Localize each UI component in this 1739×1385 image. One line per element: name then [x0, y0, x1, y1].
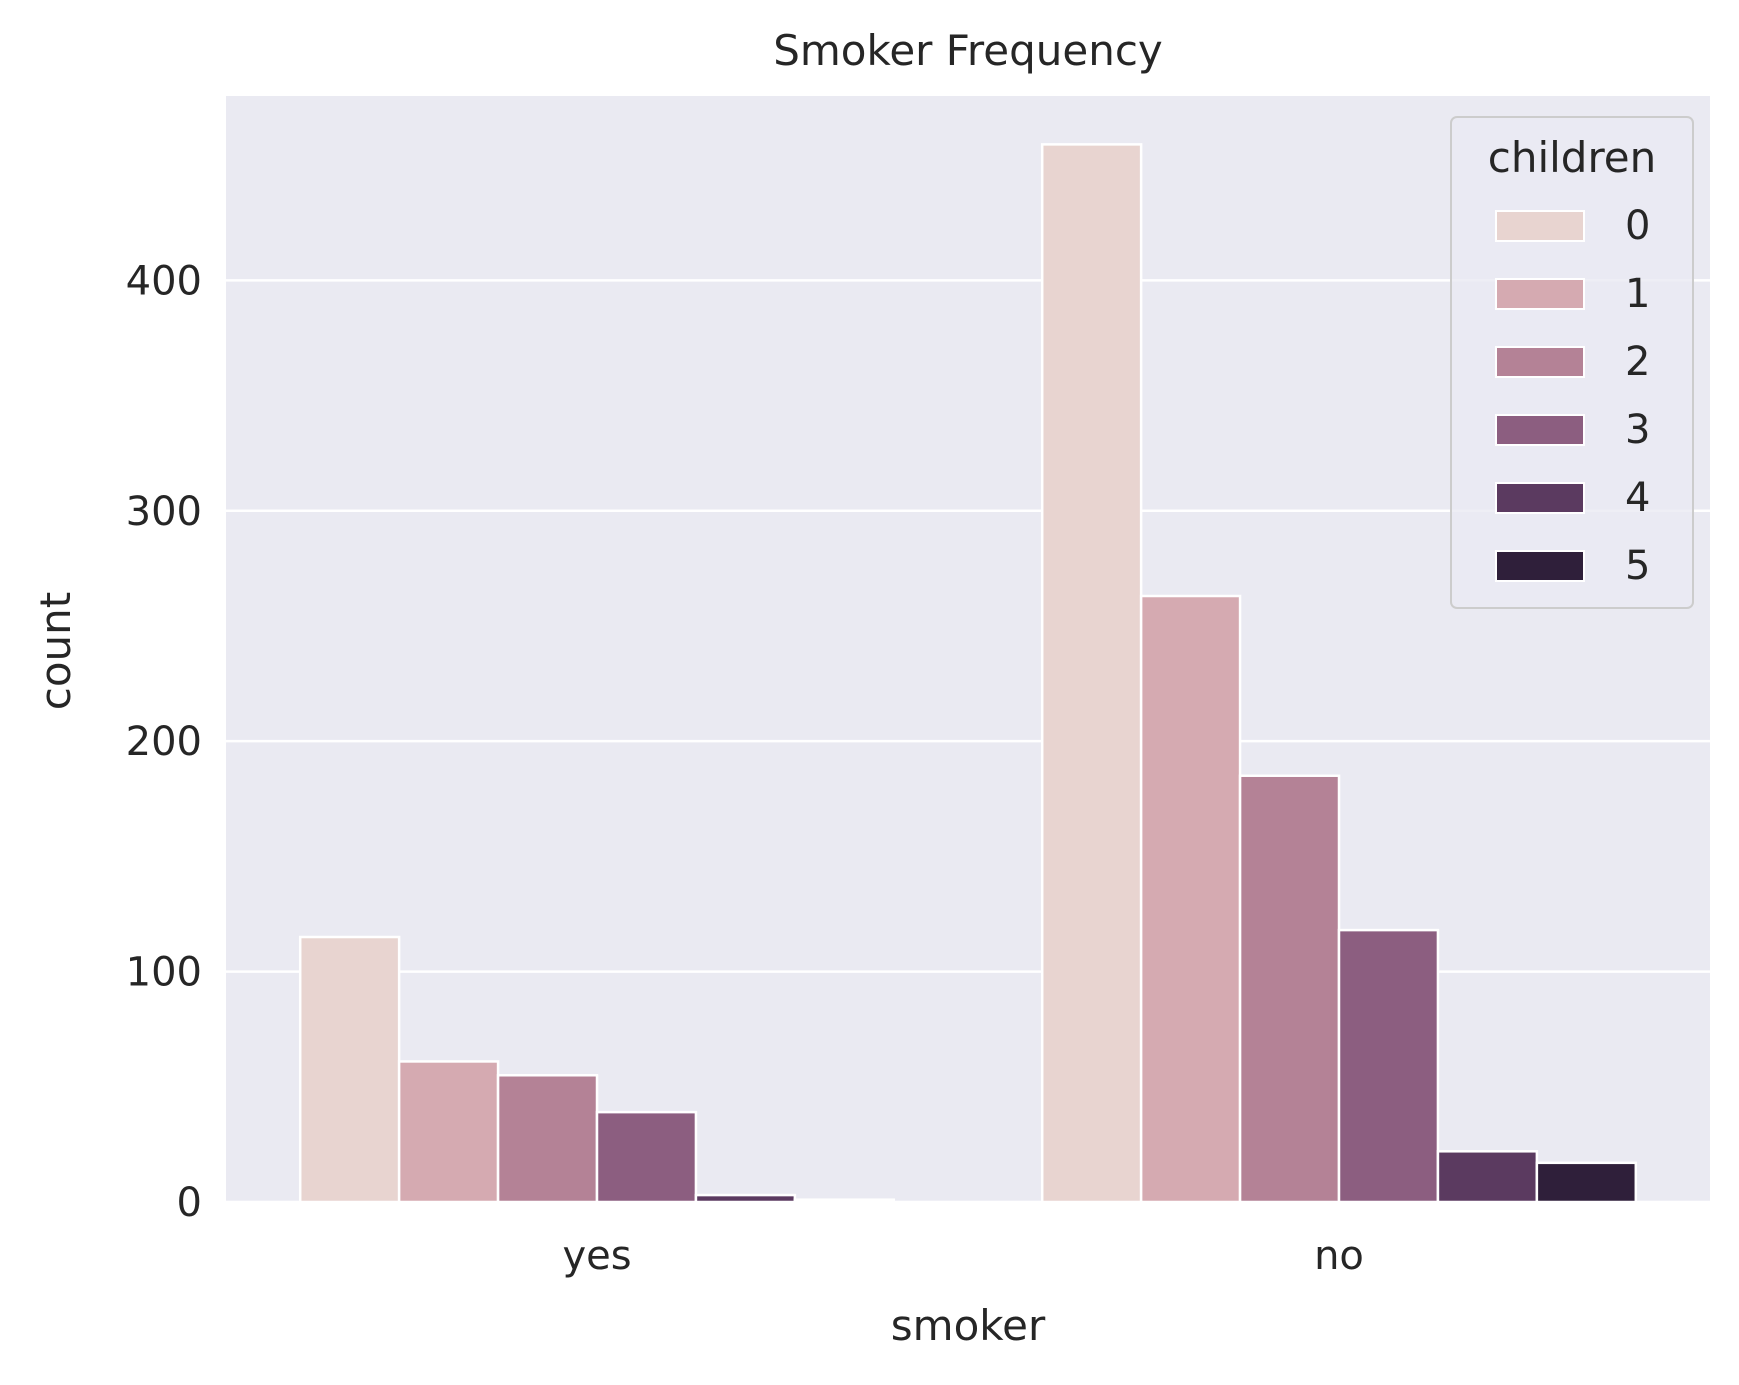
bar-no-children-2: [1238, 774, 1341, 1204]
bar-yes-children-2: [496, 1074, 599, 1204]
legend-label-5: 5: [1625, 543, 1650, 589]
x-axis-label: smoker: [891, 1301, 1046, 1350]
legend-swatch-1: [1495, 278, 1585, 310]
bar-no-children-1: [1139, 594, 1242, 1204]
x-tick-label: no: [1314, 1233, 1364, 1279]
legend-label-1: 1: [1625, 271, 1650, 317]
bar-yes-children-3: [595, 1110, 698, 1204]
bar-yes-children-1: [397, 1060, 500, 1204]
y-tick-label: 0: [177, 1180, 202, 1226]
legend-label-0: 0: [1625, 203, 1650, 249]
legend-swatch-4: [1495, 482, 1585, 514]
legend-swatch-3: [1495, 414, 1585, 446]
legend-items: 0 1 2 3 4 5: [1495, 203, 1650, 589]
y-tick-label: 400: [126, 258, 202, 304]
legend-swatch-2: [1495, 346, 1585, 378]
legend-label-2: 2: [1625, 339, 1650, 385]
bar-yes-children-0: [298, 935, 401, 1204]
bar-no-children-3: [1337, 928, 1440, 1204]
x-tick-label: yes: [562, 1233, 631, 1279]
x-axis-ticks: yes no: [562, 1233, 1363, 1279]
y-tick-label: 100: [126, 950, 202, 996]
bar-no-children-5: [1535, 1161, 1638, 1204]
bars: [298, 143, 1638, 1204]
legend-swatch-0: [1495, 210, 1585, 242]
legend-swatch-5: [1495, 550, 1585, 582]
bar-yes-children-4: [694, 1193, 797, 1204]
bar-yes-children-5: [793, 1198, 896, 1204]
legend-title: children: [1488, 133, 1657, 182]
y-axis-ticks: 0 100 200 300 400: [126, 258, 202, 1226]
bar-no-children-0: [1040, 143, 1143, 1204]
y-tick-label: 300: [126, 489, 202, 535]
y-axis-label: count: [31, 592, 80, 711]
y-tick-label: 200: [126, 719, 202, 765]
legend-label-3: 3: [1625, 407, 1650, 453]
legend-label-4: 4: [1625, 475, 1650, 521]
chart-title: Smoker Frequency: [773, 26, 1163, 75]
bar-no-children-4: [1436, 1150, 1539, 1204]
legend: children 0 1 2 3 4 5: [1450, 116, 1694, 609]
